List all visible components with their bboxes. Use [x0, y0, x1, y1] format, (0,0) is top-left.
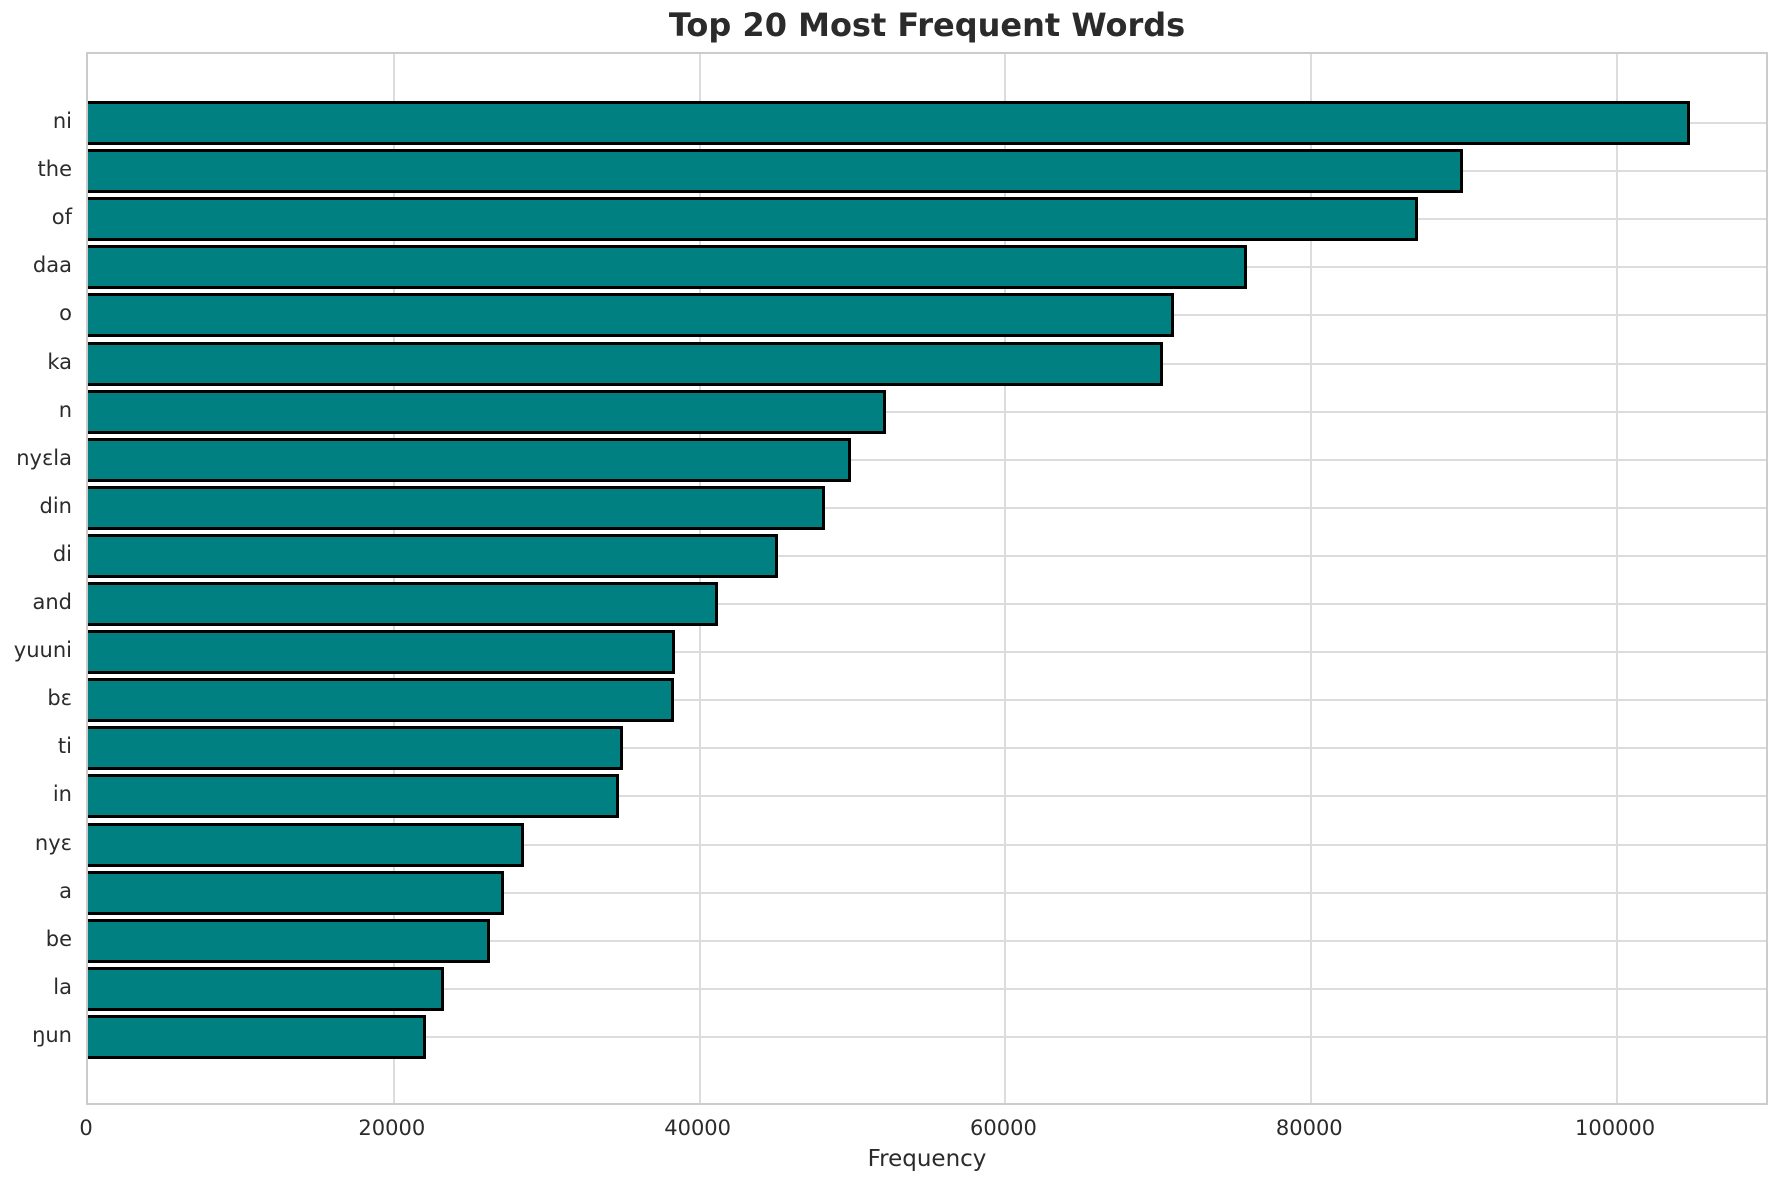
y-tick-label-nyɛla: nyɛla: [16, 445, 72, 470]
bar-din: [88, 485, 826, 530]
y-tick-label-and: and: [32, 590, 72, 614]
bar-ni: [88, 101, 1691, 145]
chart-title: Top 20 Most Frequent Words: [668, 6, 1186, 44]
x-axis-label: Frequency: [867, 1146, 987, 1172]
bar-of: [88, 197, 1419, 242]
bar-in: [88, 774, 619, 819]
y-tick-label-be: be: [45, 926, 72, 951]
bar-the: [88, 149, 1463, 194]
vertical-gridline: [1004, 54, 1007, 1103]
bar-yuuni: [88, 630, 676, 675]
bar-o: [88, 293, 1174, 338]
horizontal-gridline: [88, 939, 1766, 942]
x-tick-label-60000: 60000: [970, 1116, 1037, 1140]
bar-bɛ: [88, 678, 674, 723]
bar-di: [88, 533, 778, 578]
y-tick-label-ka: ka: [47, 349, 72, 374]
x-tick-label-80000: 80000: [1275, 1116, 1343, 1140]
bar-a: [88, 870, 504, 915]
y-tick-label-of: of: [51, 205, 72, 230]
x-tick-label-0: 0: [79, 1116, 93, 1140]
vertical-gridline: [698, 54, 701, 1103]
vertical-gridline: [392, 54, 395, 1103]
y-tick-label-n: n: [58, 397, 72, 422]
y-tick-label-ni: ni: [52, 109, 72, 133]
horizontal-gridline: [88, 651, 1766, 654]
horizontal-gridline: [88, 891, 1766, 894]
horizontal-gridline: [88, 603, 1766, 605]
horizontal-gridline: [88, 506, 1766, 509]
horizontal-gridline: [88, 410, 1766, 413]
horizontal-gridline: [88, 554, 1766, 557]
y-tick-label-in: in: [52, 782, 72, 807]
y-tick-label-nyɛ: nyɛ: [34, 830, 72, 855]
vertical-gridline: [1310, 54, 1313, 1103]
bar-be: [88, 918, 491, 963]
bar-la: [88, 966, 445, 1011]
bar-n: [88, 389, 887, 434]
y-tick-label-di: di: [52, 541, 72, 566]
horizontal-gridline: [88, 1035, 1766, 1038]
y-tick-label-o: o: [59, 301, 72, 326]
bar-ka: [88, 341, 1163, 386]
y-tick-label-ŋun: ŋun: [32, 1022, 72, 1047]
bar-nyɛ: [88, 822, 524, 867]
horizontal-gridline: [88, 458, 1766, 461]
y-tick-label-la: la: [53, 974, 72, 999]
y-tick-label-din: din: [39, 493, 72, 518]
bar-ŋun: [88, 1014, 426, 1059]
x-tick-label-20000: 20000: [358, 1116, 426, 1140]
y-tick-label-daa: daa: [32, 253, 72, 278]
x-tick-label-40000: 40000: [664, 1116, 732, 1140]
bar-ti: [88, 726, 624, 771]
horizontal-gridline: [88, 747, 1766, 750]
horizontal-gridline: [88, 843, 1766, 846]
horizontal-gridline: [88, 699, 1766, 702]
plot-area: [86, 52, 1768, 1105]
y-tick-label-ti: ti: [57, 734, 72, 759]
y-tick-label-yuuni: yuuni: [13, 638, 72, 663]
x-tick-label-100000: 100000: [1574, 1116, 1656, 1140]
bar-nyɛla: [88, 437, 852, 482]
y-tick-label-a: a: [59, 878, 72, 903]
bar-and: [88, 582, 718, 626]
horizontal-gridline: [88, 795, 1766, 798]
vertical-gridline: [1616, 54, 1619, 1103]
bar-daa: [88, 245, 1248, 290]
y-tick-label-the: the: [37, 157, 72, 182]
horizontal-gridline: [88, 987, 1766, 990]
y-tick-label-bɛ: bɛ: [47, 686, 72, 711]
